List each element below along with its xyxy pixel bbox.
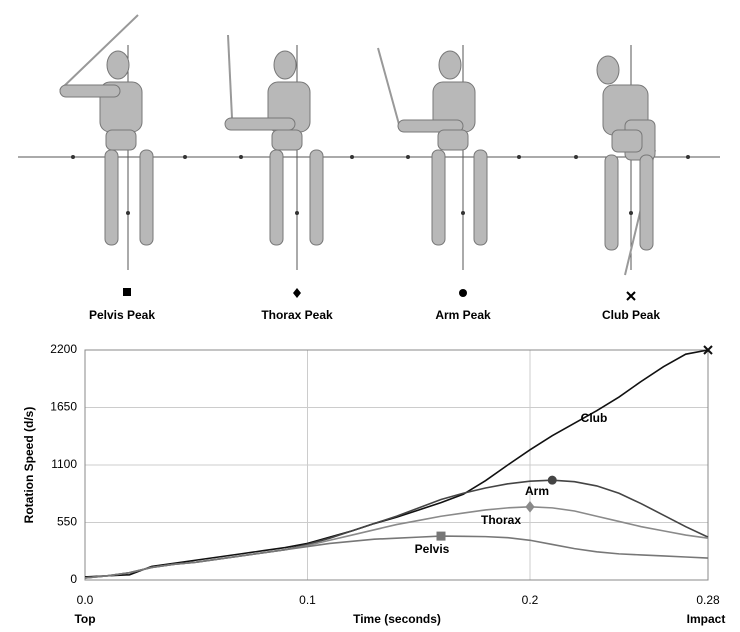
y-tick-label: 1650 [50,400,77,414]
y-tick-label: 550 [57,515,77,529]
club-symbol [626,291,636,301]
panel-label: Pelvis Peak [89,308,155,322]
pelvis-symbol [123,288,131,296]
peak-marker [547,475,557,485]
panel-label: Club Peak [602,308,660,322]
figure [224,34,324,270]
thorax-symbol [293,288,301,298]
y-axis-label: Rotation Speed (d/s) [22,407,36,524]
series-label: Pelvis [415,542,450,556]
x-tick-label: 0.2 [522,593,539,607]
series-line [84,535,709,579]
series-line [84,349,709,578]
peak-marker [525,501,535,513]
panel-label: Arm Peak [435,308,491,322]
y-tick-label: 2200 [50,342,77,356]
series-label: Club [581,411,608,425]
x-tick-label: 0.28 [696,593,720,607]
series-label: Arm [525,484,549,498]
arm-symbol [459,289,467,297]
panel-label: Thorax Peak [261,308,333,322]
crosshair-dots [71,155,690,215]
figure [596,45,656,276]
plot-frame [84,349,709,581]
y-tick-label: 0 [70,572,77,586]
y-tick-label: 1100 [51,457,77,471]
swing-figures: Pelvis Peak Thorax Peak Arm Peak Club Pe… [18,14,720,322]
x-axis-label: Time (seconds) [353,612,441,626]
peak-marker [436,531,446,541]
series-label: Thorax [481,513,521,527]
x-tick-label: 0.0 [77,593,94,607]
figure [59,14,154,270]
x-end-label: Top [74,612,95,626]
figure [377,45,488,270]
x-tick-label: 0.1 [299,593,316,607]
peak-marker [703,345,713,355]
x-end-label: Impact [687,612,726,626]
